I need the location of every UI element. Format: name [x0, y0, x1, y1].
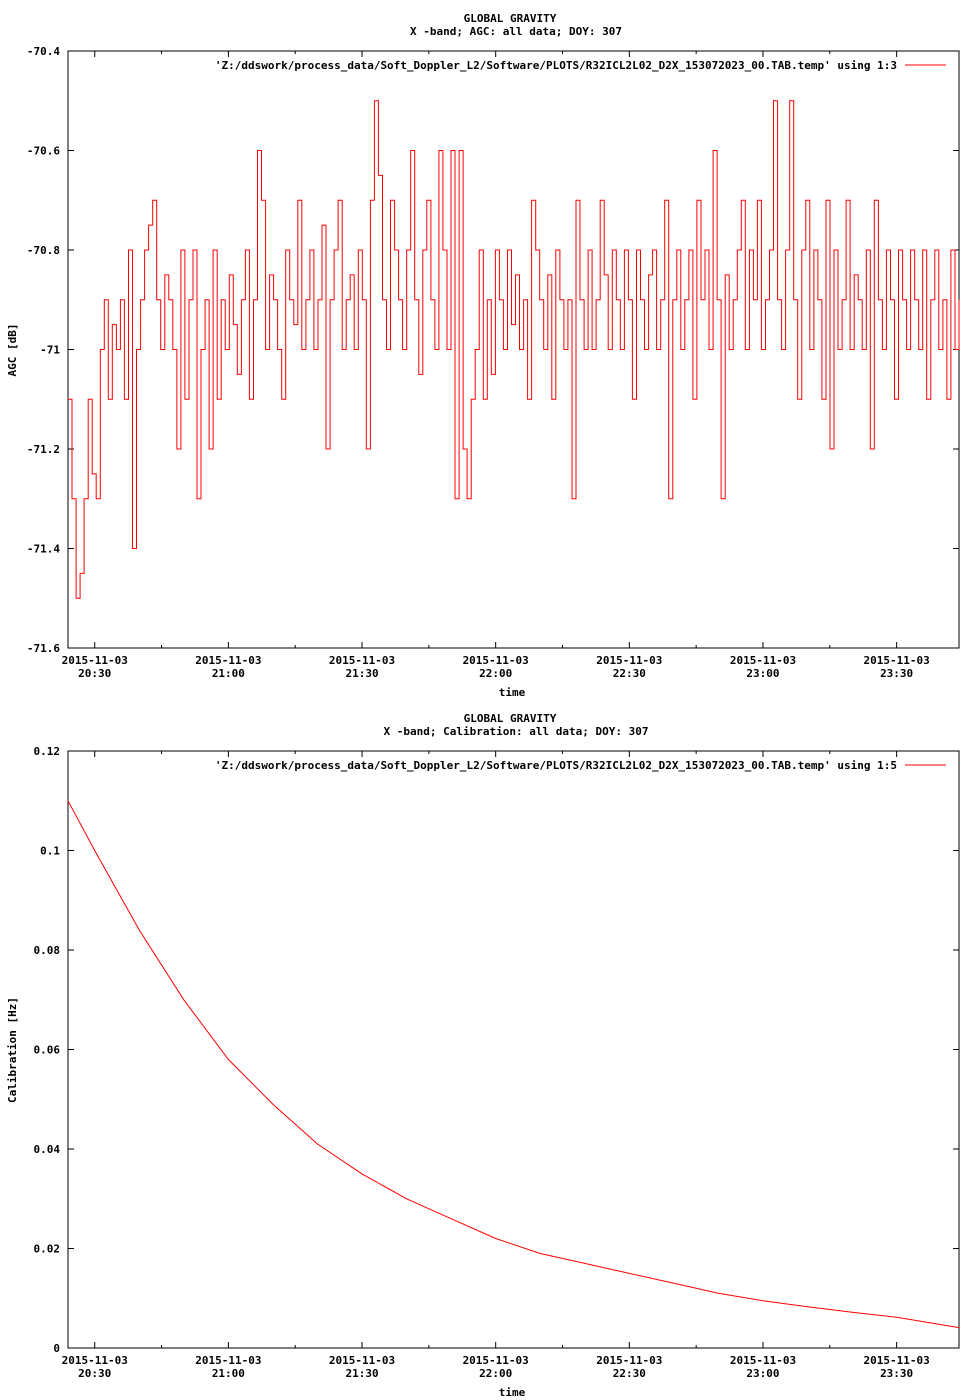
- y-tick-label: -71.6: [27, 642, 60, 655]
- y-tick-label: 0.04: [34, 1143, 61, 1156]
- x-tick-time-label: 22:30: [613, 667, 646, 680]
- y-axis-label: AGC [dB]: [6, 324, 19, 377]
- x-tick-time-label: 21:00: [212, 1367, 245, 1380]
- legend-label: 'Z:/ddswork/process_data/Soft_Doppler_L2…: [215, 59, 897, 72]
- chart-subtitle: X -band; AGC: all data; DOY: 307: [410, 25, 622, 38]
- y-tick-label: -71.4: [27, 543, 60, 556]
- series-group: [68, 100, 960, 599]
- y-tick-label: 0.08: [34, 944, 61, 957]
- x-tick-time-label: 21:30: [345, 1367, 378, 1380]
- x-tick-time-label: 23:00: [746, 667, 779, 680]
- legend: 'Z:/ddswork/process_data/Soft_Doppler_L2…: [215, 59, 946, 72]
- x-ticks: 2015-11-0320:302015-11-0321:002015-11-03…: [62, 51, 930, 680]
- x-ticks: 2015-11-0320:302015-11-0321:002015-11-03…: [62, 751, 930, 1380]
- y-tick-label: 0.12: [34, 745, 61, 758]
- x-tick-date-label: 2015-11-03: [463, 1354, 529, 1367]
- x-tick-date-label: 2015-11-03: [864, 654, 930, 667]
- x-tick-time-label: 20:30: [78, 1367, 111, 1380]
- y-tick-label: 0: [53, 1342, 60, 1355]
- x-tick-date-label: 2015-11-03: [596, 1354, 662, 1367]
- y-axis-label: Calibration [Hz]: [6, 997, 19, 1103]
- y-tick-label: -70.6: [27, 145, 60, 158]
- x-tick-date-label: 2015-11-03: [463, 654, 529, 667]
- x-tick-time-label: 22:30: [613, 1367, 646, 1380]
- calibration-chart: GLOBAL GRAVITY X -band; Calibration: all…: [6, 712, 960, 1399]
- y-tick-label: -70.4: [27, 45, 60, 58]
- y-tick-label: -71: [40, 344, 60, 357]
- x-tick-time-label: 23:30: [880, 667, 913, 680]
- series-group: [67, 800, 960, 1329]
- x-tick-date-label: 2015-11-03: [195, 654, 261, 667]
- series-line: [67, 800, 960, 1329]
- series-line: [68, 100, 960, 599]
- legend-label: 'Z:/ddswork/process_data/Soft_Doppler_L2…: [215, 759, 897, 772]
- x-axis-label: time: [499, 686, 526, 699]
- x-tick-date-label: 2015-11-03: [62, 1354, 128, 1367]
- x-tick-date-label: 2015-11-03: [62, 654, 128, 667]
- x-tick-date-label: 2015-11-03: [730, 1354, 796, 1367]
- x-tick-date-label: 2015-11-03: [864, 1354, 930, 1367]
- x-tick-time-label: 22:00: [479, 1367, 512, 1380]
- y-ticks: 0.12 0.1 0.08 0.06 0.04 0.02 0: [34, 745, 959, 1355]
- chart-subtitle: X -band; Calibration: all data; DOY: 307: [384, 725, 649, 738]
- x-tick-date-label: 2015-11-03: [195, 1354, 261, 1367]
- x-tick-time-label: 23:00: [746, 1367, 779, 1380]
- x-tick-date-label: 2015-11-03: [329, 1354, 395, 1367]
- y-tick-label: -71.2: [27, 443, 60, 456]
- agc-chart: GLOBAL GRAVITY X -band; AGC: all data; D…: [6, 12, 960, 699]
- y-tick-label: 0.02: [34, 1243, 61, 1256]
- chart-title: GLOBAL GRAVITY: [464, 12, 557, 25]
- y-tick-label: -70.8: [27, 244, 60, 257]
- legend: 'Z:/ddswork/process_data/Soft_Doppler_L2…: [215, 759, 946, 772]
- x-tick-date-label: 2015-11-03: [329, 654, 395, 667]
- x-tick-time-label: 22:00: [479, 667, 512, 680]
- x-tick-time-label: 23:30: [880, 1367, 913, 1380]
- y-tick-label: 0.06: [34, 1044, 61, 1057]
- y-tick-label: 0.1: [40, 845, 60, 858]
- x-tick-date-label: 2015-11-03: [596, 654, 662, 667]
- x-axis-label: time: [499, 1386, 526, 1399]
- x-tick-time-label: 21:30: [345, 667, 378, 680]
- x-tick-time-label: 20:30: [78, 667, 111, 680]
- y-ticks: -70.4 -70.6 -70.8 -71 -71.2 -71.4 -71.6: [27, 45, 959, 655]
- x-tick-date-label: 2015-11-03: [730, 654, 796, 667]
- plot-frame: [67, 750, 960, 1349]
- chart-title: GLOBAL GRAVITY: [464, 712, 557, 725]
- x-tick-time-label: 21:00: [212, 667, 245, 680]
